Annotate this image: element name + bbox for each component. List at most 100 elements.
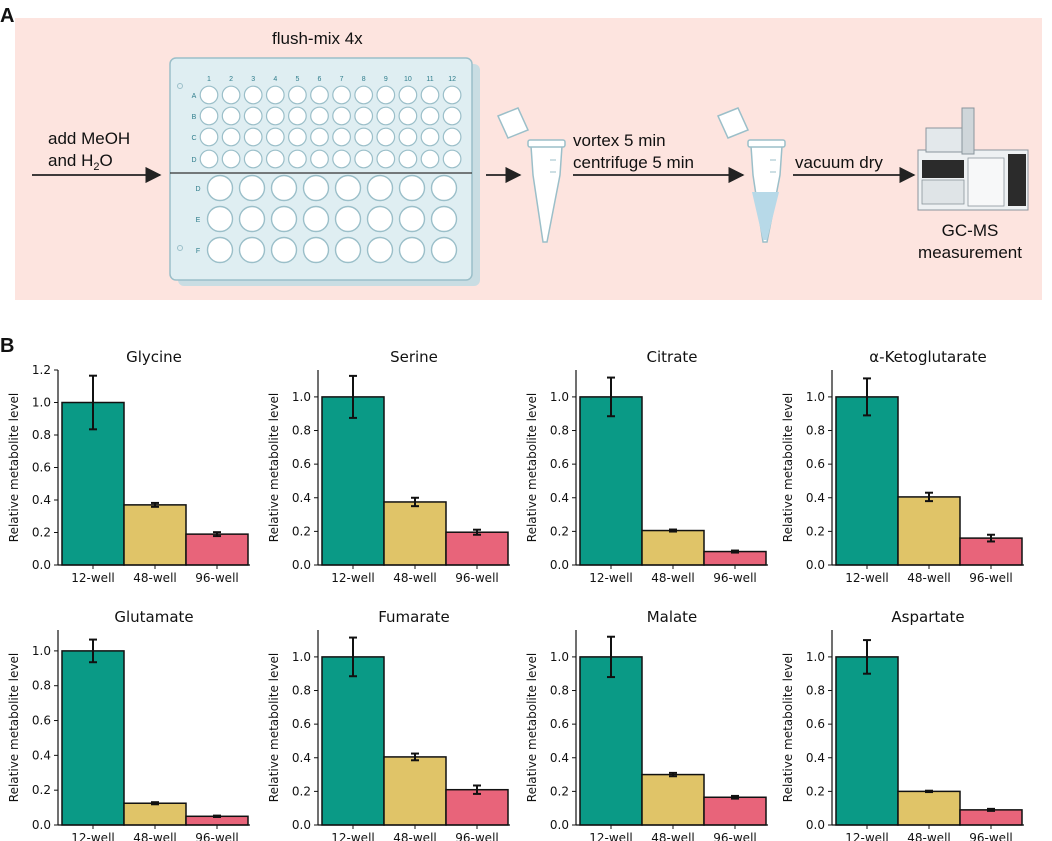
chart-4: α-Ketoglutarate 12-well 48-well 96-well 0.0 0… bbox=[781, 348, 1024, 585]
chart-8: Aspartate 12-well 48-well 96-well 0.0 0.2 0.4 0… bbox=[781, 608, 1024, 841]
gcms-label: GC-MS bbox=[942, 221, 999, 240]
y-tick-label: 0.2 bbox=[550, 784, 569, 798]
y-tick-label: 1.0 bbox=[806, 650, 825, 664]
large-well bbox=[206, 205, 234, 233]
chart-3: Citrate 12-well 48-well 96-well 0.0 0.2 0.4 0.6… bbox=[525, 348, 768, 585]
y-tick-label: 0.8 bbox=[292, 424, 311, 438]
x-tick-label: 96-well bbox=[455, 831, 498, 841]
small-well bbox=[354, 127, 374, 147]
bar-48-well bbox=[641, 773, 705, 826]
x-tick-label: 96-well bbox=[195, 571, 238, 585]
plate-row-label: E bbox=[196, 217, 201, 224]
x-tick-label: 96-well bbox=[713, 571, 756, 585]
small-well bbox=[398, 85, 418, 105]
bar-96-well bbox=[703, 796, 767, 826]
y-tick-label: 0.8 bbox=[550, 424, 569, 438]
large-well bbox=[398, 236, 426, 264]
chart-5: Glutamate 12-well 48-well 96-well 0.0 0.2 0.4 0… bbox=[7, 608, 250, 841]
y-axis-label: Relative metabolite level bbox=[7, 653, 21, 802]
chart-1: Glycine 12-well 48-well 96-well 0.0 0.2 0.4 0.6… bbox=[7, 348, 250, 585]
small-well bbox=[221, 106, 241, 126]
bar-12-well bbox=[61, 650, 125, 826]
y-axis-label: Relative metabolite level bbox=[267, 393, 281, 542]
small-well bbox=[332, 127, 352, 147]
plate-row-label: A bbox=[192, 93, 197, 100]
small-well bbox=[420, 106, 440, 126]
large-well bbox=[270, 205, 298, 233]
chart-title: α-Ketoglutarate bbox=[869, 348, 986, 366]
small-well bbox=[310, 127, 329, 147]
small-well bbox=[265, 106, 285, 126]
y-tick-label: 1.0 bbox=[806, 390, 825, 404]
x-tick-label: 12-well bbox=[331, 831, 374, 841]
y-axis-label: Relative metabolite level bbox=[7, 393, 21, 542]
small-well bbox=[354, 85, 374, 105]
bar-12-well bbox=[579, 396, 643, 566]
small-well bbox=[243, 106, 263, 126]
x-tick-label: 96-well bbox=[455, 571, 498, 585]
large-well bbox=[238, 205, 266, 233]
y-tick-label: 0.4 bbox=[806, 491, 825, 505]
x-tick-label: 96-well bbox=[969, 571, 1012, 585]
large-well bbox=[270, 236, 298, 264]
small-well bbox=[199, 106, 219, 126]
workflow-background bbox=[15, 18, 1042, 300]
y-tick-label: 0.2 bbox=[806, 524, 825, 538]
chart-7: Malate 12-well 48-well 96-well 0.0 0.2 0.4 0.6 0… bbox=[525, 608, 768, 841]
large-well bbox=[430, 205, 458, 233]
bar-96-well bbox=[959, 809, 1023, 826]
bar-12-well bbox=[835, 656, 899, 826]
large-well bbox=[206, 236, 234, 264]
y-tick-label: 0.0 bbox=[806, 558, 825, 572]
measurement-label: measurement bbox=[918, 243, 1022, 262]
small-well bbox=[310, 106, 329, 126]
chart-title: Malate bbox=[647, 608, 698, 626]
y-tick-label: 0.2 bbox=[32, 783, 51, 797]
small-well bbox=[199, 85, 219, 105]
small-well bbox=[221, 149, 241, 169]
bar-chart-grid: Glycine 12-well 48-well 96-well 0.0 0.2 0.4 0.6… bbox=[7, 348, 1024, 841]
y-tick-label: 0.0 bbox=[292, 558, 311, 572]
y-tick-label: 0.4 bbox=[292, 751, 311, 765]
y-axis-label: Relative metabolite level bbox=[781, 393, 795, 542]
plate-column-label: 7 bbox=[340, 76, 344, 83]
small-well bbox=[288, 85, 307, 105]
small-well bbox=[332, 85, 352, 105]
centrifuge-label: centrifuge 5 min bbox=[573, 153, 694, 172]
chart-2: Serine 12-well 48-well 96-well 0.0 0.2 0.4 0.6 0… bbox=[267, 348, 510, 585]
plate-column-label: 1 bbox=[207, 76, 211, 83]
bar-96-well bbox=[703, 550, 767, 566]
small-well bbox=[199, 127, 219, 147]
small-well bbox=[265, 127, 285, 147]
plate-row-label: B bbox=[192, 114, 197, 121]
chart-title: Serine bbox=[390, 348, 438, 366]
small-well bbox=[221, 85, 241, 105]
vacuum-dry-label: vacuum dry bbox=[795, 153, 883, 172]
y-tick-label: 0.4 bbox=[32, 748, 51, 762]
y-tick-label: 0.0 bbox=[32, 558, 51, 572]
y-tick-label: 0.0 bbox=[292, 818, 311, 832]
large-well bbox=[430, 174, 458, 202]
y-tick-label: 1.0 bbox=[32, 396, 51, 410]
large-well bbox=[270, 174, 298, 202]
small-well bbox=[442, 127, 462, 147]
bar-48-well bbox=[123, 504, 187, 566]
chart-title: Glycine bbox=[126, 348, 182, 366]
small-well bbox=[420, 85, 440, 105]
y-tick-label: 0.2 bbox=[292, 524, 311, 538]
plate-column-label: 9 bbox=[384, 76, 388, 83]
small-well bbox=[354, 149, 374, 169]
plate-row-label: D bbox=[191, 157, 196, 164]
panel-label-a: A bbox=[0, 5, 14, 27]
small-well bbox=[376, 106, 396, 126]
bar-48-well bbox=[383, 501, 447, 566]
chart-title: Fumarate bbox=[378, 608, 450, 626]
large-well bbox=[334, 174, 362, 202]
large-well bbox=[238, 174, 266, 202]
y-tick-label: 0.2 bbox=[32, 526, 51, 540]
small-well bbox=[265, 85, 285, 105]
small-well bbox=[376, 127, 396, 147]
add-water-label: and H2O bbox=[48, 151, 113, 173]
